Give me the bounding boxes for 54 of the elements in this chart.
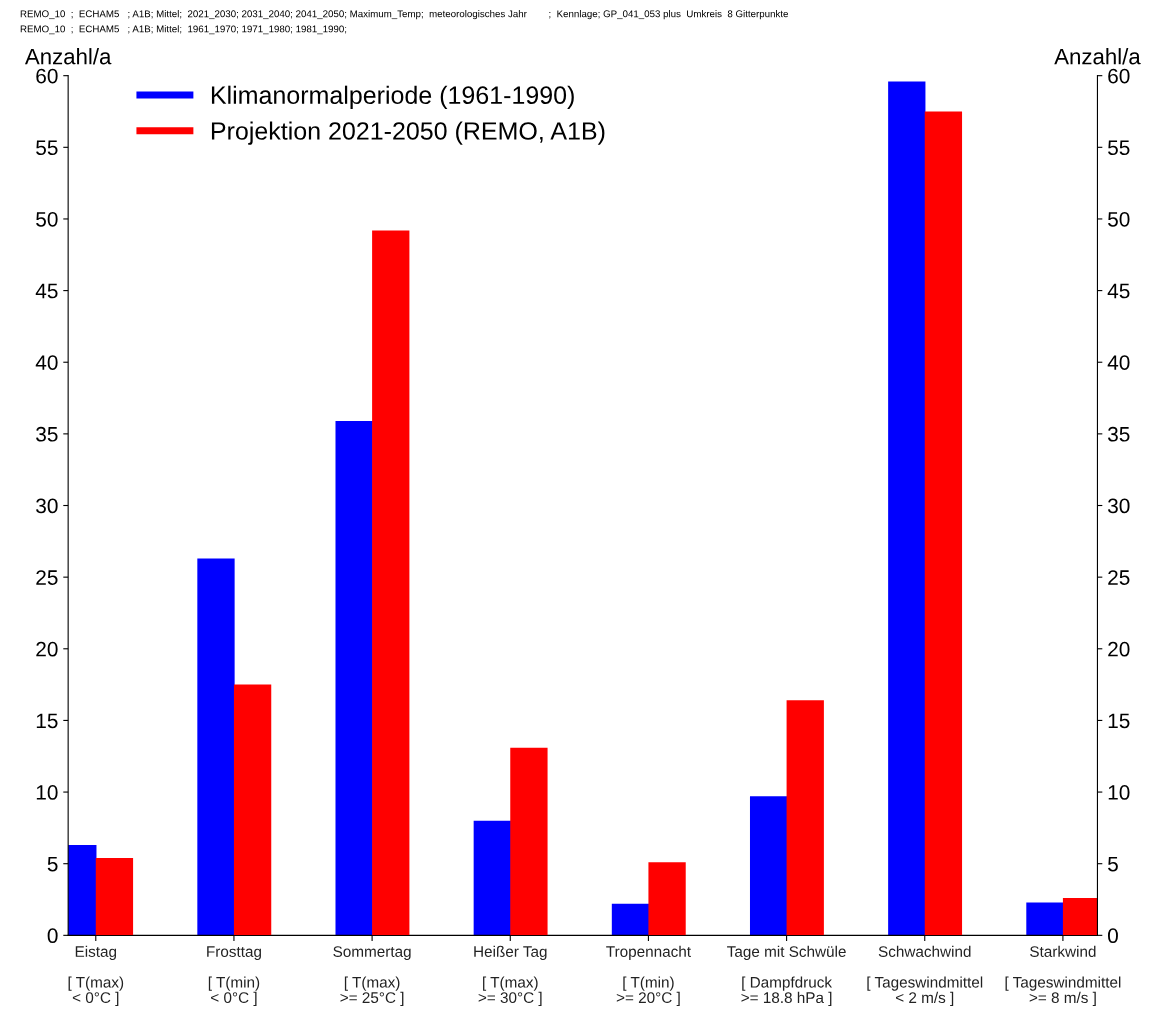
category-label: Schwachwind [ Tageswindmittel < 2 m/s ]	[867, 945, 983, 1007]
y2-tick-label: 55	[1108, 140, 1130, 156]
y-tick-label: 40	[35, 355, 58, 370]
y2-tick-label: 35	[1107, 426, 1130, 442]
y2-tick-label: 0	[1107, 928, 1118, 944]
y-tick-label: 30	[36, 498, 58, 514]
y-tick-label: 50	[36, 211, 58, 227]
y-tick-label: 25	[36, 570, 58, 585]
y-tick-label: 60	[36, 68, 58, 84]
bar	[1062, 898, 1098, 936]
bar	[510, 747, 548, 936]
text: REMO_10 ; ECHAM5 ; A1B; Mittel; 2021_2030; 2031_2040; 2041_2050; Maximum_Temp; meteorologisches Jahr ; Kennlage; GP_041_053 plus Umkreis 8 Gitterpunkte	[20, 10, 789, 20]
x-tick-label: Frosttag [ T(min) < 0°C ]	[207, 946, 261, 1007]
legend-label: Klimanormalperiode (1961-1990)	[211, 85, 574, 109]
y-tick-label: 15	[36, 713, 58, 729]
bar	[888, 81, 926, 936]
y2-tick-label: 40	[1107, 355, 1130, 370]
bar	[197, 558, 235, 936]
bar	[611, 903, 650, 936]
x-tick-label: Tropennacht [ T(min) >= 20°C ]	[606, 945, 691, 1007]
y2-tick-label: 30	[1107, 498, 1130, 514]
y-tick-label: 55	[36, 140, 58, 156]
y-tick-label: 45	[35, 283, 58, 299]
y2-tick-label: 15	[1108, 713, 1130, 729]
y2-tick-label: 60	[1108, 68, 1130, 84]
x-tick-label: Eistag [ T(max) < 0°C ]	[68, 945, 124, 1007]
y-axis-title: Anzahl/a	[24, 48, 112, 65]
bar	[473, 820, 511, 936]
category-label: Starkwind [ Tageswindmittel >= 8 m/s ]	[1005, 945, 1121, 1007]
legend-label: Projektion 2021-2050 (REMO, A1B)	[211, 121, 605, 145]
x-tick-label: Tage mit Schwüle [ Dampfdruck >= 18.8 hPa ]	[727, 945, 846, 1007]
bar	[924, 111, 963, 936]
x-tick-label: Sommertag [ T(max) >= 25°C ]	[333, 946, 411, 1007]
y2-tick-label: 5	[1108, 856, 1118, 872]
y-tick-label: 10	[36, 785, 58, 800]
bar	[749, 796, 788, 936]
bar	[335, 420, 373, 936]
y2-tick-label: 10	[1108, 785, 1130, 800]
x-tick-label: Heißer Tag [ T(max) >= 30°C ]	[474, 945, 547, 1007]
y2-tick-label: 25	[1108, 570, 1130, 585]
y-tick-label: 0	[47, 928, 58, 944]
bar	[372, 230, 410, 936]
y2-tick-label: 50	[1108, 211, 1130, 227]
y2-axis-title: Anzahl/a	[1054, 48, 1141, 65]
y-tick-label: 35	[36, 426, 58, 442]
bar	[233, 684, 272, 936]
text: REMO_10 ; ECHAM5 ; A1B; Mittel; 1961_1970; 1971_1980; 1981_1990;	[20, 25, 347, 35]
y-tick-label: 5	[47, 856, 58, 872]
bar	[648, 862, 686, 936]
y-tick-label: 20	[36, 641, 58, 657]
bar	[1026, 902, 1064, 936]
y2-tick-label: 20	[1108, 641, 1130, 657]
y2-tick-label: 45	[1107, 283, 1130, 299]
bar	[786, 700, 824, 936]
